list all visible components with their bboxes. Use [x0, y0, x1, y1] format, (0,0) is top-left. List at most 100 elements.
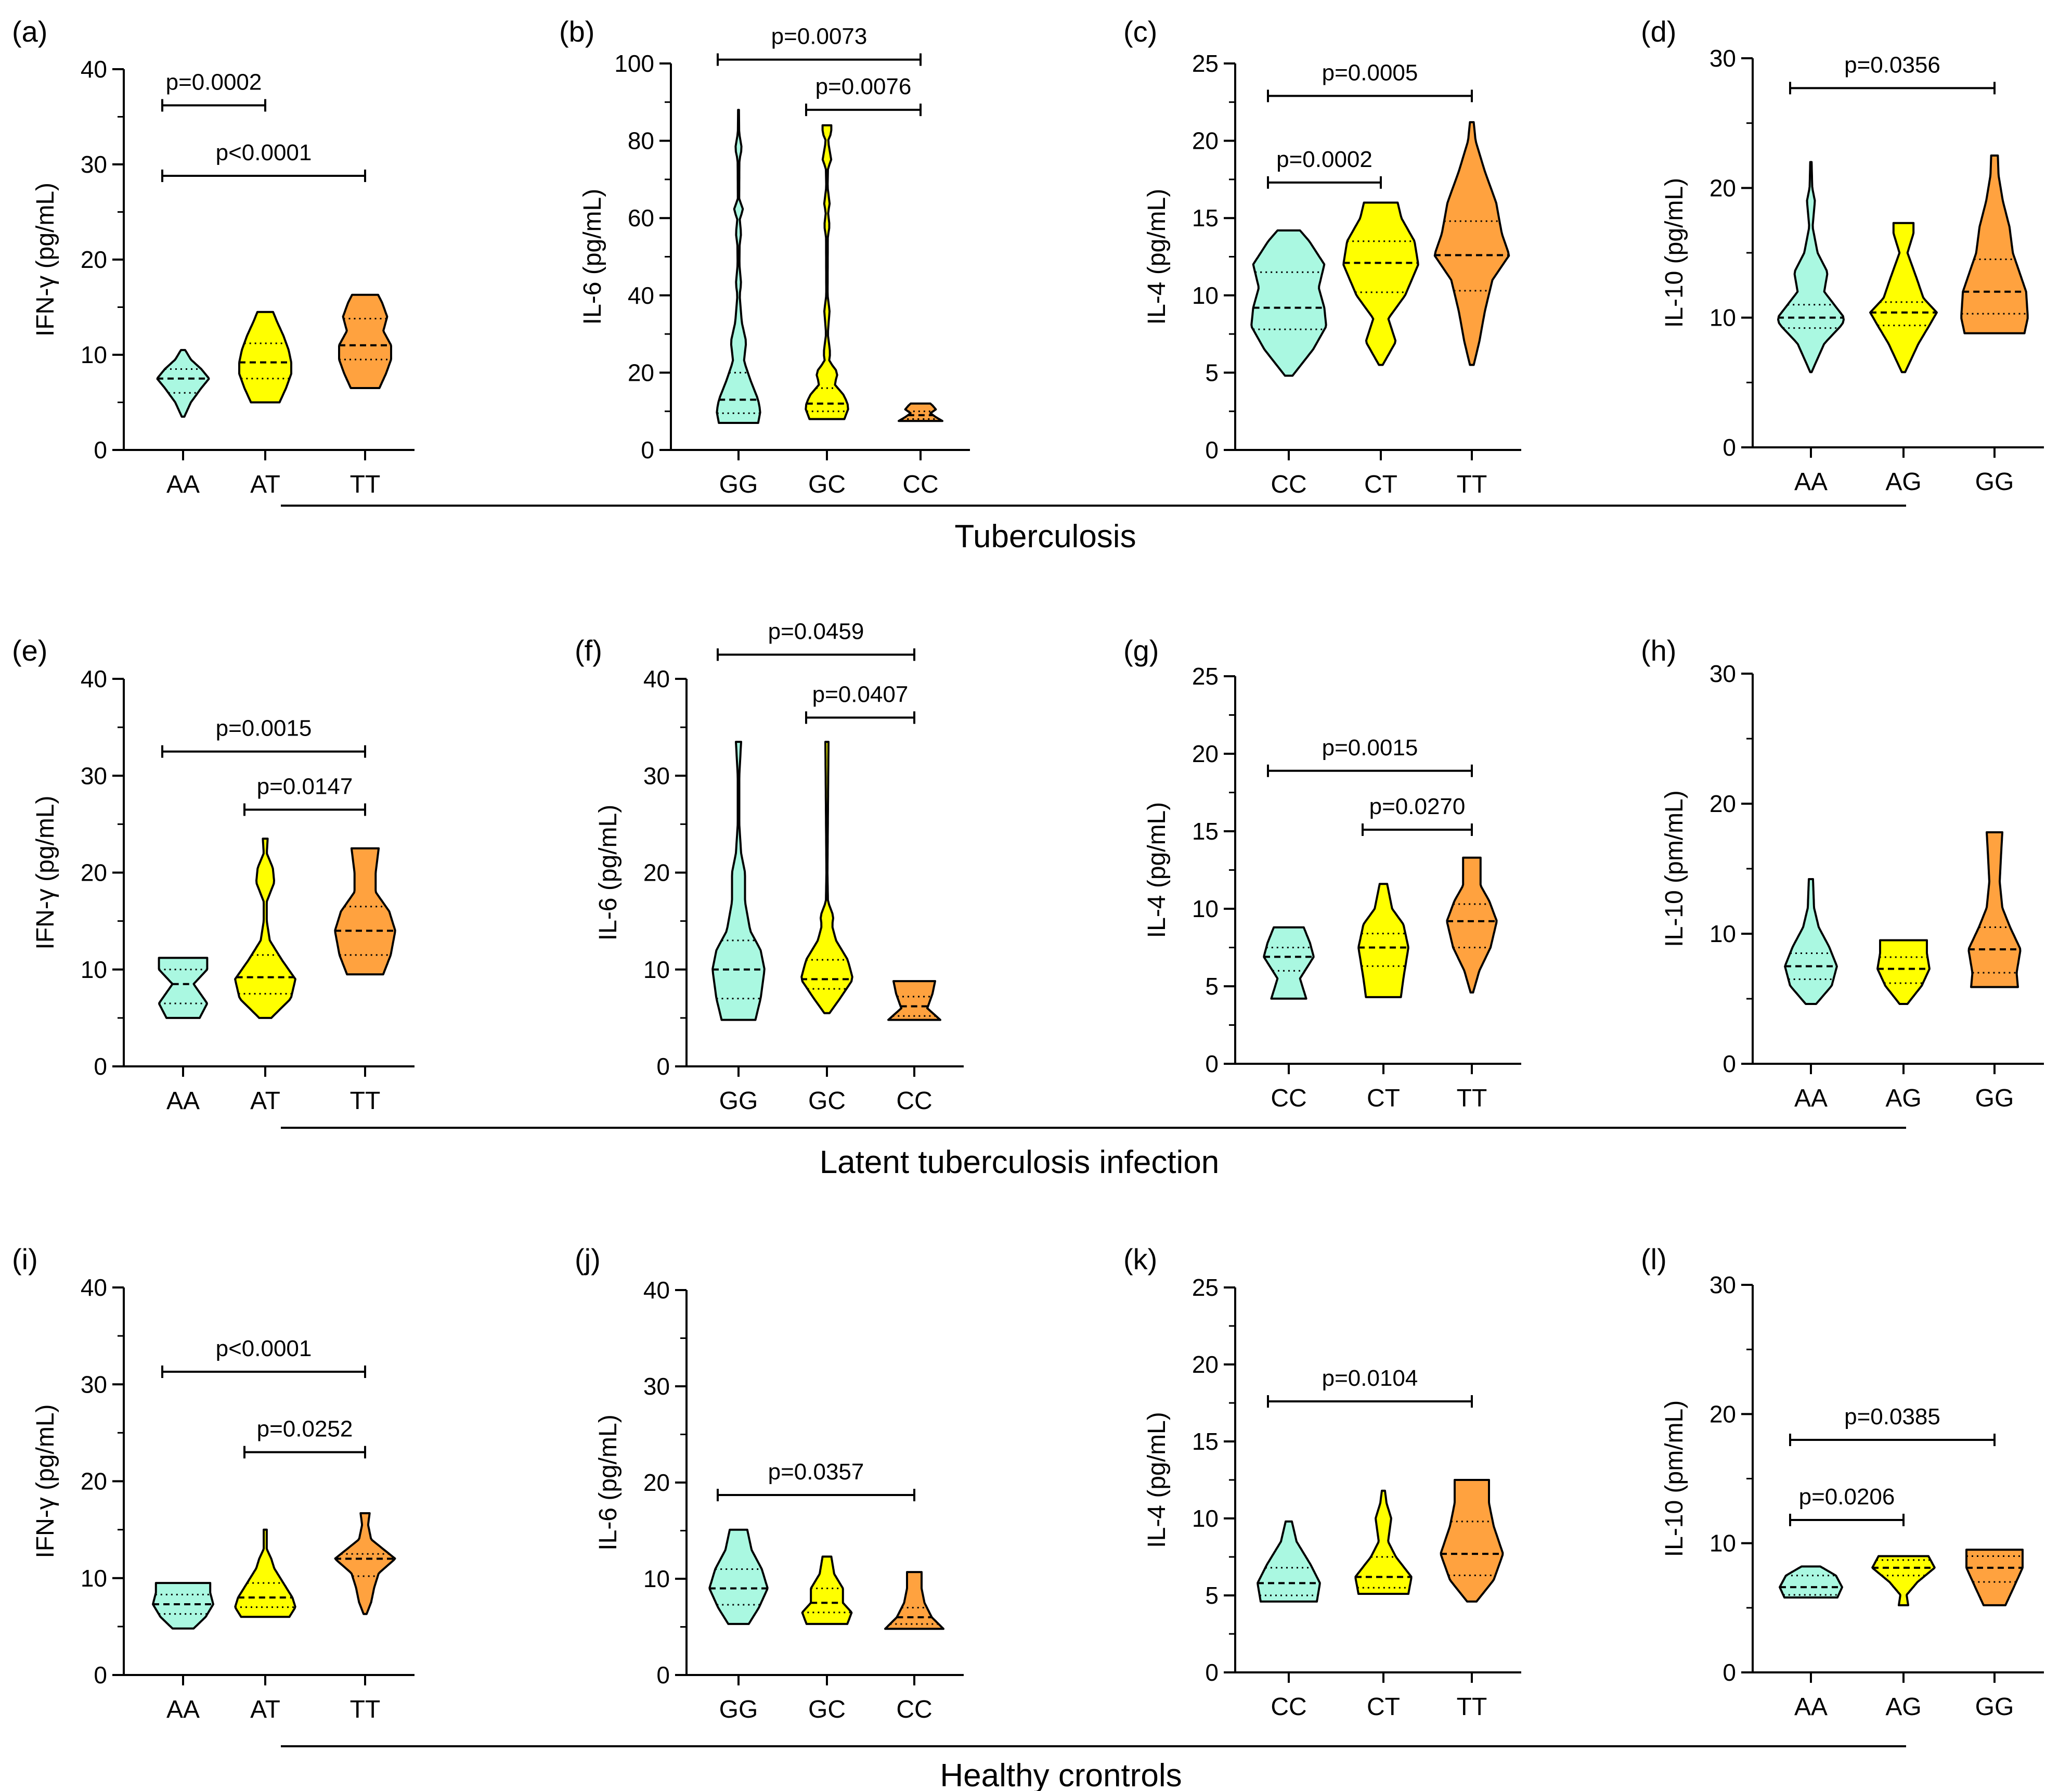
- y-tick-label: 20: [628, 359, 654, 386]
- panel-label: (e): [12, 634, 47, 667]
- violin-GC: [801, 1555, 853, 1625]
- x-tick-label: CT: [1364, 471, 1397, 498]
- violin-AG: [1876, 939, 1931, 1005]
- y-tick-label: 40: [643, 665, 670, 692]
- p-value-label: p=0.0356: [1844, 52, 1940, 78]
- p-value-label: p=0.0407: [812, 682, 909, 707]
- y-tick-label: 0: [1723, 1050, 1736, 1077]
- x-tick-label: GG: [719, 1087, 758, 1115]
- y-tick-label: 30: [1710, 45, 1736, 72]
- violin-GG: [708, 1528, 769, 1625]
- x-tick-label: TT: [350, 1696, 381, 1723]
- p-value-label: p<0.0001: [216, 140, 312, 165]
- y-tick-label: 25: [1192, 663, 1219, 690]
- y-tick-label: 30: [1710, 660, 1736, 687]
- y-tick-label: 20: [1710, 1400, 1736, 1427]
- x-tick-label: AG: [1885, 1693, 1921, 1721]
- x-tick-label: GG: [1975, 1693, 2014, 1721]
- panel-label: (i): [12, 1243, 38, 1275]
- panel-c: (c) 0 5 10 15 20 25 IL-4 (pg/mL) CC CT TT p=0.0002 p…: [1123, 15, 1521, 498]
- violin-AA: [158, 957, 209, 1019]
- p-value-label: p=0.0073: [771, 24, 867, 49]
- x-tick-label: AA: [166, 471, 200, 498]
- violin-AA: [1779, 1565, 1843, 1599]
- panel-b: (b) 0 20 40 60 80 100 IL-6 (pg/mL) GG GC CC p=0.007…: [559, 15, 970, 498]
- violin-CT: [1357, 883, 1409, 998]
- y-tick-label: 0: [94, 1053, 107, 1080]
- y-tick-label: 0: [1205, 436, 1219, 463]
- x-tick-label: CT: [1367, 1693, 1400, 1721]
- p-value-label: p=0.0005: [1322, 60, 1418, 85]
- y-tick-label: 10: [81, 956, 107, 983]
- violin-GG: [1960, 154, 2029, 334]
- violin-CT: [1342, 201, 1419, 366]
- x-tick-label: CT: [1367, 1085, 1400, 1112]
- y-tick-label: 5: [1205, 973, 1219, 1000]
- x-tick-label: GG: [719, 471, 758, 498]
- y-axis-label: IL-4 (pg/mL): [1143, 802, 1171, 938]
- x-tick-label: AT: [250, 471, 280, 498]
- y-tick-label: 25: [1192, 1274, 1219, 1301]
- y-axis-label: IL-4 (pg/mL): [1143, 1412, 1171, 1548]
- x-tick-label: AA: [166, 1696, 200, 1723]
- violin-AA: [1784, 878, 1838, 1005]
- panel-e: (e) 0 10 20 30 40 IFN-γ (pg/mL) AA AT TT p=0.0015 p…: [12, 634, 415, 1115]
- panel-label: (h): [1641, 634, 1676, 667]
- x-tick-label: CC: [1271, 1085, 1306, 1112]
- y-tick-label: 0: [1205, 1050, 1219, 1077]
- p-value-label: p=0.0357: [768, 1459, 864, 1485]
- y-tick-label: 30: [81, 151, 107, 178]
- y-tick-label: 20: [643, 1469, 670, 1496]
- violin-AG: [1871, 1555, 1936, 1606]
- p-value-label: p<0.0001: [216, 1336, 312, 1361]
- x-tick-label: GG: [1975, 1085, 2014, 1112]
- y-tick-label: 0: [1723, 434, 1736, 461]
- y-tick-label: 30: [643, 1373, 670, 1400]
- panel-g: (g) 0 5 10 15 20 25 IL-4 (pg/mL) CC CT TT p=0.0015 p…: [1123, 634, 1521, 1112]
- violin-GG: [1967, 831, 2022, 988]
- violin-AT: [238, 311, 292, 404]
- y-tick-label: 0: [94, 1661, 107, 1689]
- y-tick-label: 20: [1192, 127, 1219, 154]
- p-value-label: p=0.0002: [166, 70, 262, 95]
- x-tick-label: AT: [250, 1696, 280, 1723]
- panel-k: (k) 0 5 10 15 20 25 IL-4 (pg/mL) CC CT TT p=0.0104: [1123, 1243, 1521, 1721]
- y-tick-label: 40: [628, 282, 654, 309]
- violin-AG: [1869, 222, 1938, 373]
- p-value-label: p=0.0459: [768, 619, 864, 644]
- y-tick-label: 10: [1192, 895, 1219, 922]
- violin-AA: [152, 1582, 214, 1630]
- panel-a: (a) 0 10 20 30 40 IFN-γ (pg/mL) AA AT TT p=0.0002 p…: [12, 15, 415, 498]
- p-value-label: p=0.0076: [815, 74, 912, 99]
- x-tick-label: CC: [896, 1087, 932, 1115]
- x-tick-label: TT: [1457, 471, 1487, 498]
- x-tick-label: AG: [1885, 468, 1921, 496]
- y-tick-label: 15: [1192, 204, 1219, 231]
- violin-GG: [711, 741, 766, 1021]
- y-tick-label: 30: [643, 762, 670, 789]
- y-tick-label: 5: [1205, 359, 1219, 386]
- x-tick-label: GG: [719, 1696, 758, 1723]
- violin-TT: [338, 293, 392, 389]
- violin-AA: [1777, 161, 1845, 373]
- x-tick-label: AA: [1794, 468, 1828, 496]
- violin-TT: [334, 847, 396, 976]
- panel-label: (d): [1641, 15, 1676, 48]
- panel-d: (d) 0 10 20 30 IL-10 (pg/mL) AA AG GG p=0.0356: [1641, 15, 2044, 496]
- y-axis-label: IFN-γ (pg/mL): [32, 795, 59, 949]
- p-value-label: p=0.0002: [1276, 147, 1372, 172]
- violin-AT: [234, 837, 296, 1019]
- y-tick-label: 10: [1710, 1530, 1736, 1557]
- y-axis-label: IL-10 (pg/mL): [1661, 178, 1688, 328]
- violin-TT: [1446, 856, 1498, 994]
- panel-i: (i) 0 10 20 30 40 IFN-γ (pg/mL) AA AT TT p<0.0001 p…: [12, 1243, 415, 1723]
- x-tick-label: AA: [1794, 1693, 1828, 1721]
- y-axis-label: IL-4 (pg/mL): [1143, 189, 1171, 325]
- y-tick-label: 10: [1192, 282, 1219, 309]
- violin-CC: [1250, 229, 1327, 377]
- y-axis-label: IFN-γ (pg/mL): [32, 1404, 59, 1558]
- y-tick-label: 40: [81, 1274, 107, 1301]
- y-tick-label: 15: [1192, 818, 1219, 845]
- p-value-label: p=0.0385: [1844, 1404, 1940, 1429]
